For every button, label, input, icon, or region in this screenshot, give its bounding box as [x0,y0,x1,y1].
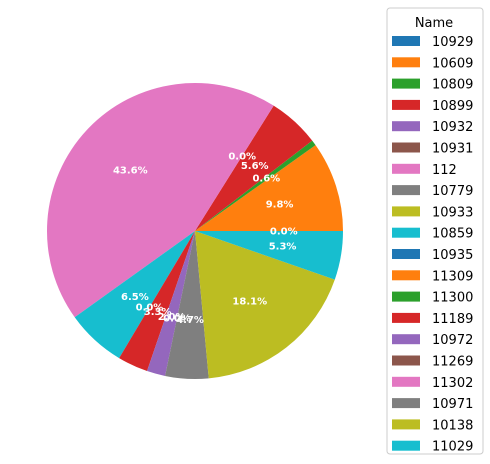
legend-swatch-112 [392,163,420,174]
legend-label-11309: 11309 [432,269,473,284]
slice-label-10809: 0.6% [252,174,280,185]
legend-title: Name [415,16,453,31]
pie-slice-112 [46,82,274,318]
legend-swatch-10971 [392,398,420,409]
legend-swatch-10809 [392,78,420,89]
legend-swatch-10932 [392,121,420,132]
legend-items: 10929 10609 10809 10899 10932 10931 112 10779 10… [392,35,473,455]
legend-swatch-11269 [392,355,420,366]
legend-label-10933: 10933 [432,205,473,220]
slice-label-10929: 0.0% [270,227,298,238]
slice-label-10935: 0.0% [136,303,164,314]
legend-label-10899: 10899 [432,99,473,114]
pie-slice-10809 [195,140,316,231]
legend: Name 10929106091080910899109321093111210… [386,7,484,455]
legend-label-10809: 10809 [432,78,473,93]
legend-label-10971: 10971 [432,397,473,412]
legend-label-10859: 10859 [432,227,473,242]
legend-swatch-10933 [392,206,420,217]
legend-swatch-11300 [392,291,420,302]
slice-label-10859: 6.5% [121,292,149,303]
legend-label-10931: 10931 [432,142,473,157]
legend-label-112: 112 [432,163,457,178]
legend-label-10929: 10929 [432,35,473,50]
legend-swatch-11309 [392,270,420,281]
legend-swatch-10931 [392,142,420,153]
legend-swatch-11189 [392,312,420,323]
slice-label-11269: 0.0% [163,313,191,324]
legend-swatch-10899 [392,99,420,110]
pie-slice-10971 [165,231,209,379]
legend-label-11302: 11302 [432,376,473,391]
slice-label-10972: 2.0% [158,312,186,323]
pie-slices [46,82,343,379]
slice-label-11189: 3.3% [144,307,172,318]
slice-label-112: 43.6% [113,166,148,177]
legend-swatch-11302 [392,376,420,387]
slice-label-10971: 4.7% [176,315,204,326]
legend-swatch-10972 [392,334,420,345]
legend-swatch-10609 [392,57,420,68]
legend-label-11269: 11269 [432,355,473,370]
pie-slice-11189 [119,231,195,372]
slice-label-10932: 0.0% [228,151,256,162]
legend-swatch-10929 [392,36,420,46]
legend-label-11029: 11029 [432,440,473,455]
pie-slice-10972 [147,231,195,376]
pie-slice-labels: 0.0%9.8%0.6%5.6%0.0%43.6%6.5%0.0%3.3%2.0… [113,151,298,326]
legend-label-11189: 11189 [432,312,473,327]
legend-swatch-11029 [392,440,420,451]
slice-label-10899: 5.6% [241,161,269,172]
legend-swatch-10859 [392,227,420,238]
legend-label-10935: 10935 [432,248,473,263]
legend-label-10972: 10972 [432,333,473,348]
pie-slice-10609 [195,145,343,231]
legend-label-10779: 10779 [432,184,473,199]
pie-slice-10859 [74,231,195,359]
pie-slice-10138 [195,231,335,379]
legend-label-11300: 11300 [432,291,473,306]
slice-label-11029: 5.3% [269,241,297,252]
legend-label-10932: 10932 [432,120,473,135]
legend-swatch-10935 [392,249,420,259]
legend-swatch-10138 [392,419,420,430]
pie-slice-10899 [195,105,313,231]
slice-label-10609: 9.8% [266,199,294,210]
legend-label-10138: 10138 [432,418,473,433]
legend-label-10609: 10609 [432,56,473,71]
legend-swatch-10779 [392,185,420,196]
pie-slice-11029 [195,231,343,280]
slice-label-10138: 18.1% [232,296,267,307]
